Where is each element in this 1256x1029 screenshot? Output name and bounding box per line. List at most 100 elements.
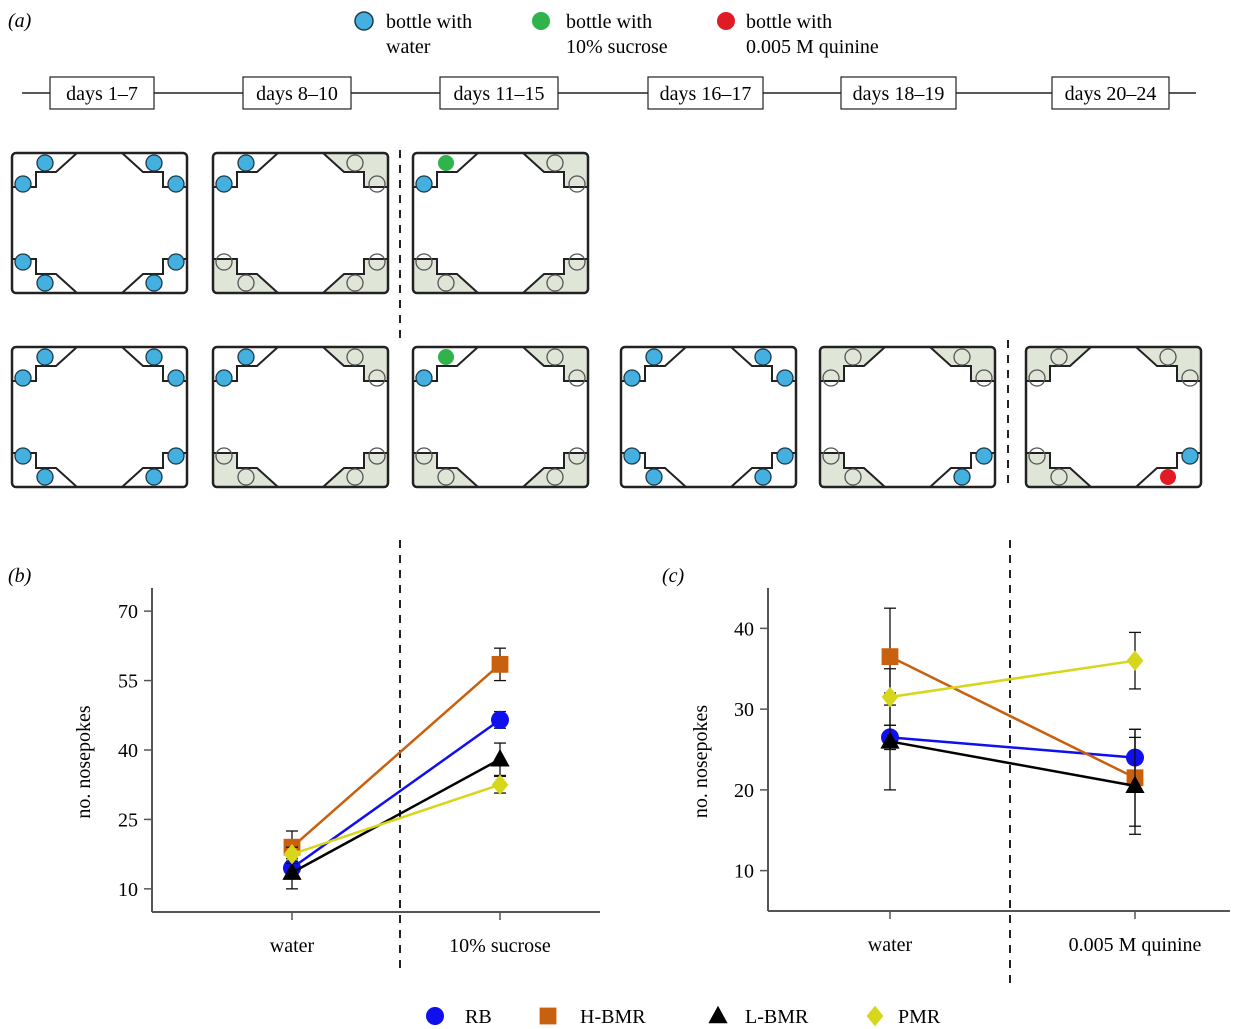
- timeline-box: [1051, 76, 1170, 110]
- empty-bottle-icon: [346, 154, 364, 172]
- series-l-bmr: [282, 742, 510, 890]
- cage: [10, 345, 189, 489]
- cage-outline: [10, 151, 189, 295]
- cage: [211, 151, 390, 295]
- cage: [10, 151, 189, 295]
- water-bottle-icon: [14, 175, 32, 193]
- data-point: [880, 731, 900, 749]
- empty-bottle-icon: [1159, 348, 1177, 366]
- water-bottle-icon: [415, 369, 433, 387]
- timeline-box: [439, 76, 559, 110]
- water-bottle-icon: [36, 154, 54, 172]
- empty-bottle-icon: [1028, 447, 1046, 465]
- cage-outline: [619, 345, 798, 489]
- cage-wall: [522, 452, 588, 488]
- data-point: [539, 1007, 557, 1025]
- cage-wall: [322, 452, 388, 488]
- data-point: [1126, 650, 1144, 671]
- legend-label: L-BMR: [745, 1006, 809, 1028]
- empty-bottle-icon: [415, 447, 433, 465]
- timeline-box: [49, 76, 155, 110]
- water-bottle-icon: [215, 175, 233, 193]
- y-tick-label: 40: [118, 740, 138, 762]
- timeline-label: days 18–19: [853, 83, 945, 105]
- timeline: days 1–7 days 8–10 days 11–15 days 16–17 day…: [22, 76, 1196, 110]
- water-bottle-icon: [167, 447, 185, 465]
- y-tick-label: 70: [118, 601, 138, 623]
- cage-wall: [322, 152, 388, 188]
- y-axis-label: no. nosepokes: [690, 705, 712, 819]
- cage-outline: [411, 345, 590, 489]
- legend-item-l-bmr: L-BMR: [708, 1005, 809, 1028]
- empty-bottle-icon: [237, 274, 255, 292]
- x-tick-label: water: [270, 935, 315, 957]
- quinine-bottle-icon: [717, 12, 735, 30]
- empty-bottle-icon: [822, 447, 840, 465]
- legend-label: H-BMR: [580, 1006, 646, 1028]
- sucrose-bottle-icon: [532, 12, 550, 30]
- data-point: [491, 774, 509, 795]
- y-tick-label: 10: [118, 879, 138, 901]
- cage: [619, 345, 798, 489]
- cage-diagrams: [10, 151, 1203, 489]
- panel-label-c: (c): [662, 565, 685, 587]
- empty-bottle-icon: [1028, 369, 1046, 387]
- legend-item-h-bmr: H-BMR: [539, 1006, 646, 1028]
- legend-sucrose-line2: 10% sucrose: [566, 36, 668, 58]
- cage-wall: [522, 346, 588, 382]
- panel-label-a: (a): [8, 10, 32, 32]
- series-line: [291, 783, 501, 856]
- water-bottle-icon: [776, 447, 794, 465]
- series-line: [291, 758, 501, 874]
- empty-bottle-icon: [346, 274, 364, 292]
- x-tick-label: 0.005 M quinine: [1069, 934, 1202, 956]
- empty-bottle-icon: [568, 369, 586, 387]
- data-point: [866, 1005, 884, 1027]
- empty-bottle-icon: [215, 253, 233, 271]
- legend-water-line1: bottle with: [386, 11, 472, 33]
- data-point: [490, 749, 510, 767]
- legend-label: PMR: [898, 1006, 941, 1028]
- data-point: [1125, 775, 1145, 794]
- cage: [818, 345, 997, 489]
- series-line: [889, 736, 1136, 759]
- cage-outline: [10, 345, 189, 489]
- cage-wall: [213, 258, 279, 294]
- water-bottle-icon: [975, 447, 993, 465]
- legend-label: RB: [465, 1006, 492, 1028]
- empty-bottle-icon: [368, 253, 386, 271]
- cage: [1024, 345, 1203, 489]
- x-tick-label: 10% sucrose: [449, 935, 551, 957]
- water-bottle-icon: [623, 447, 641, 465]
- water-bottle-icon: [145, 274, 163, 292]
- empty-bottle-icon: [546, 154, 564, 172]
- series-pmr: [283, 774, 509, 865]
- data-point: [881, 686, 899, 708]
- cage: [211, 345, 390, 489]
- legend-item-pmr: PMR: [866, 1005, 941, 1028]
- empty-bottle-icon: [1050, 348, 1068, 366]
- timeline-box: [647, 76, 764, 110]
- empty-bottle-icon: [415, 253, 433, 271]
- water-bottle-icon: [754, 348, 772, 366]
- legend-sucrose-line1: bottle with: [566, 11, 652, 33]
- y-axis-label: no. nosepokes: [73, 705, 95, 819]
- legend-water-line2: water: [386, 36, 431, 58]
- series-pmr: [881, 631, 1144, 726]
- empty-bottle-icon: [368, 369, 386, 387]
- series-h-bmr: [881, 607, 1144, 827]
- empty-bottle-icon: [844, 468, 862, 486]
- cage-wall: [213, 452, 279, 488]
- y-tick-label: 10: [734, 861, 754, 883]
- series-line: [889, 655, 1136, 779]
- empty-bottle-icon: [237, 468, 255, 486]
- empty-bottle-icon: [437, 468, 455, 486]
- cage-wall: [322, 258, 388, 294]
- series-h-bmr: [283, 647, 509, 865]
- y-tick-label: 55: [118, 671, 138, 693]
- data-point: [282, 862, 302, 880]
- y-tick-label: 20: [734, 780, 754, 802]
- cage-wall: [413, 452, 479, 488]
- chart-panel-c: 10 20 30 40 water 0.005 M quinine no. nosepoke…: [690, 540, 1230, 985]
